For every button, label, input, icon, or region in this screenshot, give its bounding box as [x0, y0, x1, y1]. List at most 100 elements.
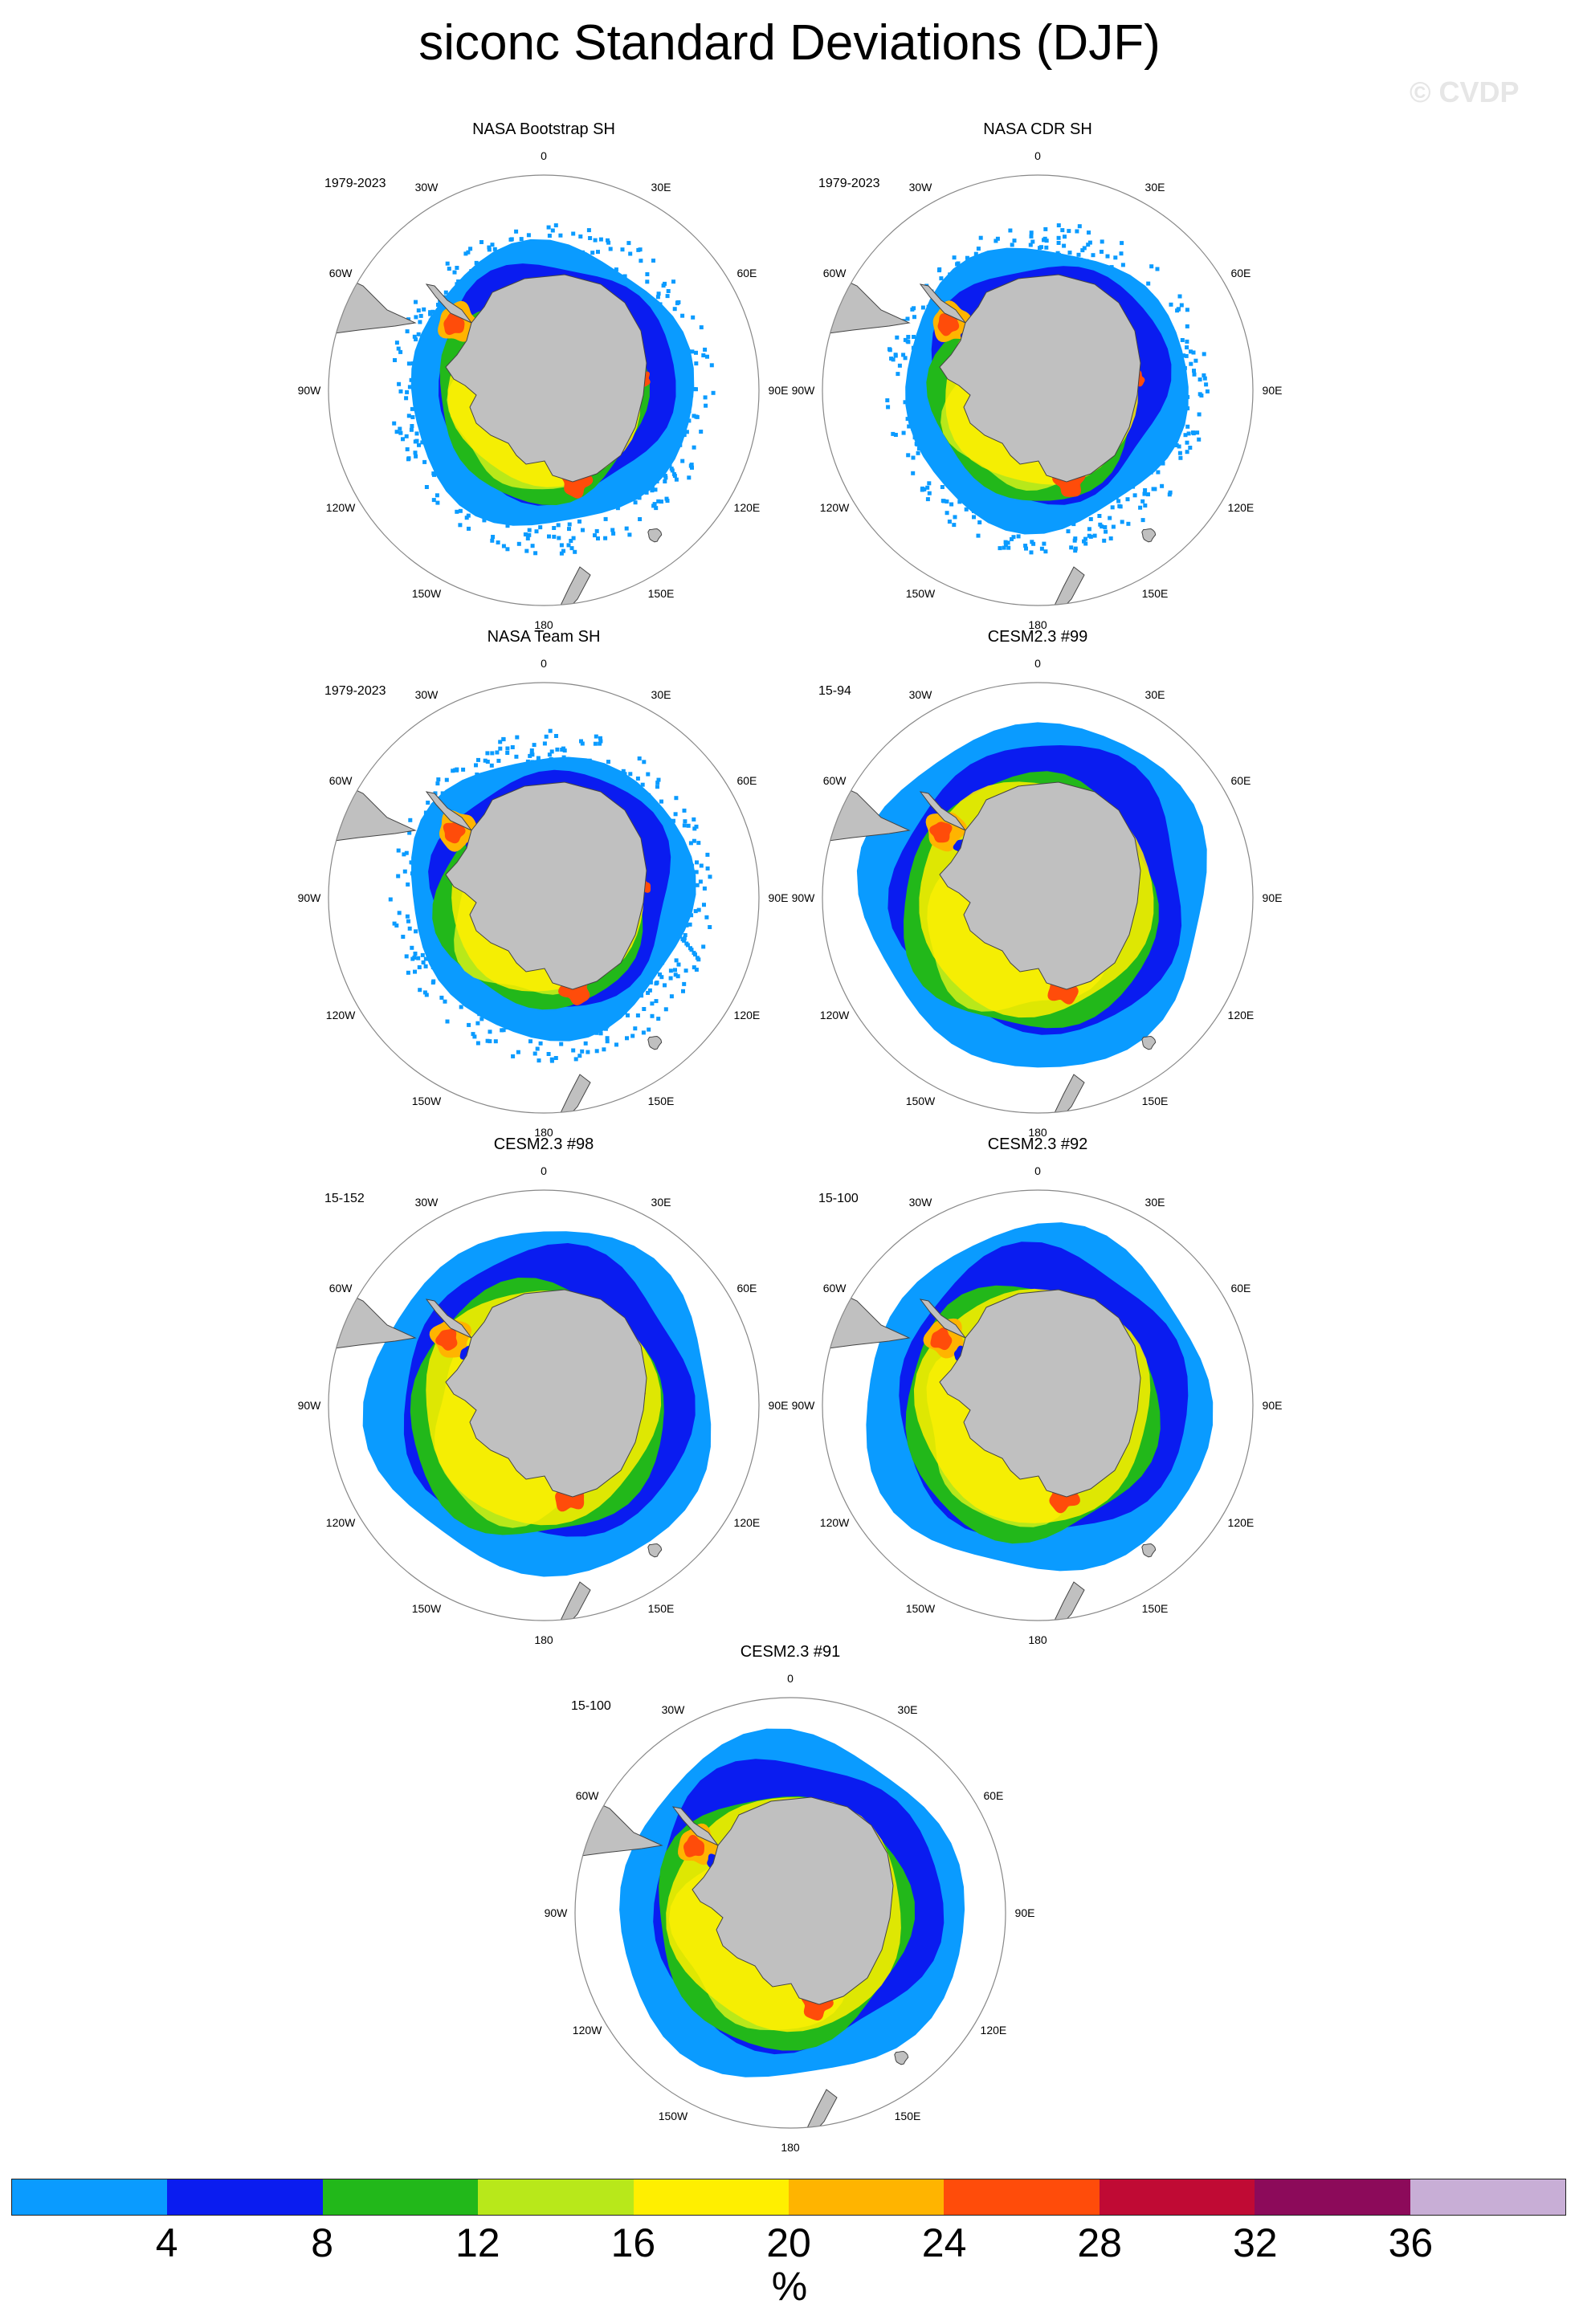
longitude-label: 150E [895, 2110, 921, 2122]
longitude-label: 180 [1028, 618, 1047, 631]
longitude-label: 0 [541, 657, 547, 670]
longitude-label: 150E [648, 1602, 675, 1615]
tasmania-landmass [1141, 528, 1157, 543]
longitude-label: 30W [415, 181, 439, 194]
antarctica-landmass [939, 781, 1141, 990]
colorbar-swatch [322, 2179, 479, 2215]
longitude-label: 150E [1142, 1602, 1169, 1615]
polar-map: 0 30E 60E 90E 120E 150E 180 150W 120W 90W 60W 30W [792, 1164, 1283, 1646]
colorbar-tick-label: 28 [1077, 2220, 1122, 2265]
map-boundary-circle [328, 1189, 760, 1621]
map-panel: NASA Team SH 1979-2023 0 30E 60E 90E 120E 150E 1… [217, 628, 875, 1142]
colorbar-labels: 4 8 12 16 20 24 28 32 36 [11, 2220, 1566, 2268]
longitude-label: 60W [329, 774, 353, 787]
map-boundary-circle [822, 174, 1254, 606]
antarctica-landmass [692, 1796, 894, 2005]
map-panel: NASA CDR SH 1979-2023 0 30E 60E 90E 120E 150E 18… [711, 120, 1369, 634]
panel-title: CESM2.3 #91 [740, 1643, 841, 1661]
longitude-label: 90E [769, 1399, 789, 1412]
antarctic-peninsula [425, 283, 472, 324]
longitude-label: 120W [326, 1009, 356, 1021]
watermark: © CVDP [1410, 75, 1520, 108]
longitude-label: 150W [412, 1095, 442, 1107]
longitude-label: 30E [651, 688, 671, 701]
longitude-label: 0 [1034, 657, 1041, 670]
longitude-label: 90E [769, 384, 789, 397]
colorbar-swatch [944, 2179, 1100, 2215]
panel-title: NASA Bootstrap SH [472, 120, 615, 138]
longitude-label: 60W [823, 774, 847, 787]
longitude-label: 90E [1263, 891, 1283, 904]
panel-period: 15-100 [571, 1699, 611, 1713]
map-panel: NASA Bootstrap SH 1979-2023 0 30E 60E 90E 120E… [217, 120, 875, 634]
panel-title: CESM2.3 #99 [987, 628, 1088, 646]
longitude-label: 0 [1034, 1164, 1041, 1177]
longitude-label: 30W [909, 688, 933, 701]
colorbar-tick-label: 24 [921, 2220, 967, 2265]
tasmania-landmass [647, 1035, 663, 1050]
colorbar-tick-label: 32 [1232, 2220, 1278, 2265]
sea-ice-field [822, 1222, 1214, 1621]
longitude-label: 60E [736, 267, 757, 279]
longitude-label: 180 [534, 618, 553, 631]
map-panel: CESM2.3 #91 15-100 0 30E 60E 90E 120E 150E 180 15… [463, 1643, 1122, 2157]
map-boundary-circle [328, 682, 760, 1114]
longitude-label: 120E [734, 1516, 761, 1529]
map-panel: CESM2.3 #98 15-152 0 30E 60E 90E 120E 150E 180 15… [217, 1135, 875, 1649]
antarctic-peninsula [425, 1299, 472, 1339]
longitude-label: 60W [823, 1282, 847, 1295]
longitude-label: 120W [326, 1516, 356, 1529]
panel-title: CESM2.3 #98 [493, 1135, 594, 1153]
longitude-label: 90E [1263, 384, 1283, 397]
longitude-label: 120W [326, 501, 356, 514]
panel-period: 15-152 [324, 1192, 365, 1205]
longitude-label: 30W [415, 1196, 439, 1209]
colorbar-swatch [1099, 2179, 1255, 2215]
polar-map: 0 30E 60E 90E 120E 150E 180 150W 120W 90W 60W 30W [545, 1672, 1035, 2154]
longitude-label: 120W [820, 1516, 850, 1529]
colorbar-tick-label: 36 [1388, 2220, 1434, 2265]
antarctica-landmass [445, 1289, 647, 1498]
longitude-label: 150E [648, 587, 675, 600]
panel-title: NASA CDR SH [983, 120, 1092, 138]
longitude-label: 120W [820, 501, 850, 514]
antarctic-peninsula [671, 1806, 719, 1846]
polar-map: 0 30E 60E 90E 120E 150E 180 150W 120W 90W 60W 30W [298, 149, 789, 631]
polar-map: 0 30E 60E 90E 120E 150E 180 150W 120W 90W 60W 30W [298, 1164, 789, 1646]
antarctic-peninsula [919, 1299, 966, 1339]
longitude-label: 180 [781, 2141, 800, 2154]
south-america-landmass [822, 269, 911, 335]
new-zealand-landmass [806, 2089, 838, 2128]
longitude-label: 30E [651, 181, 671, 194]
colorbar-unit: % [771, 2264, 808, 2309]
longitude-label: 150W [659, 2110, 688, 2122]
figure-title: siconc Standard Deviations (DJF) [418, 15, 1161, 71]
new-zealand-landmass [559, 1074, 591, 1113]
longitude-label: 60E [1230, 267, 1251, 279]
antarctica-landmass [445, 781, 647, 990]
antarctic-peninsula [919, 791, 966, 831]
longitude-label: 0 [541, 149, 547, 162]
longitude-label: 30W [909, 181, 933, 194]
longitude-label: 150W [906, 587, 936, 600]
longitude-label: 60W [329, 1282, 353, 1295]
tasmania-landmass [1141, 1035, 1157, 1050]
antarctica-landmass [939, 1289, 1141, 1498]
tasmania-landmass [894, 2050, 909, 2065]
antarctica-landmass [939, 274, 1141, 483]
longitude-label: 90W [792, 891, 816, 904]
longitude-label: 30W [909, 1196, 933, 1209]
antarctic-peninsula [919, 283, 966, 324]
longitude-label: 0 [787, 1672, 794, 1685]
colorbar-swatch [12, 2179, 168, 2215]
panel-title: NASA Team SH [487, 628, 601, 646]
colorbar-swatch [167, 2179, 323, 2215]
new-zealand-landmass [1053, 566, 1085, 605]
colorbar-tick-label: 4 [155, 2220, 178, 2265]
longitude-label: 30W [662, 1703, 686, 1716]
polar-map: 0 30E 60E 90E 120E 150E 180 150W 120W 90W 60W 30W [298, 657, 789, 1139]
map-panel: CESM2.3 #92 15-100 0 30E 60E 90E 120E 150E 180 15… [711, 1135, 1369, 1649]
longitude-label: 150W [412, 1602, 442, 1615]
longitude-label: 30W [415, 688, 439, 701]
tasmania-landmass [1141, 1543, 1157, 1558]
